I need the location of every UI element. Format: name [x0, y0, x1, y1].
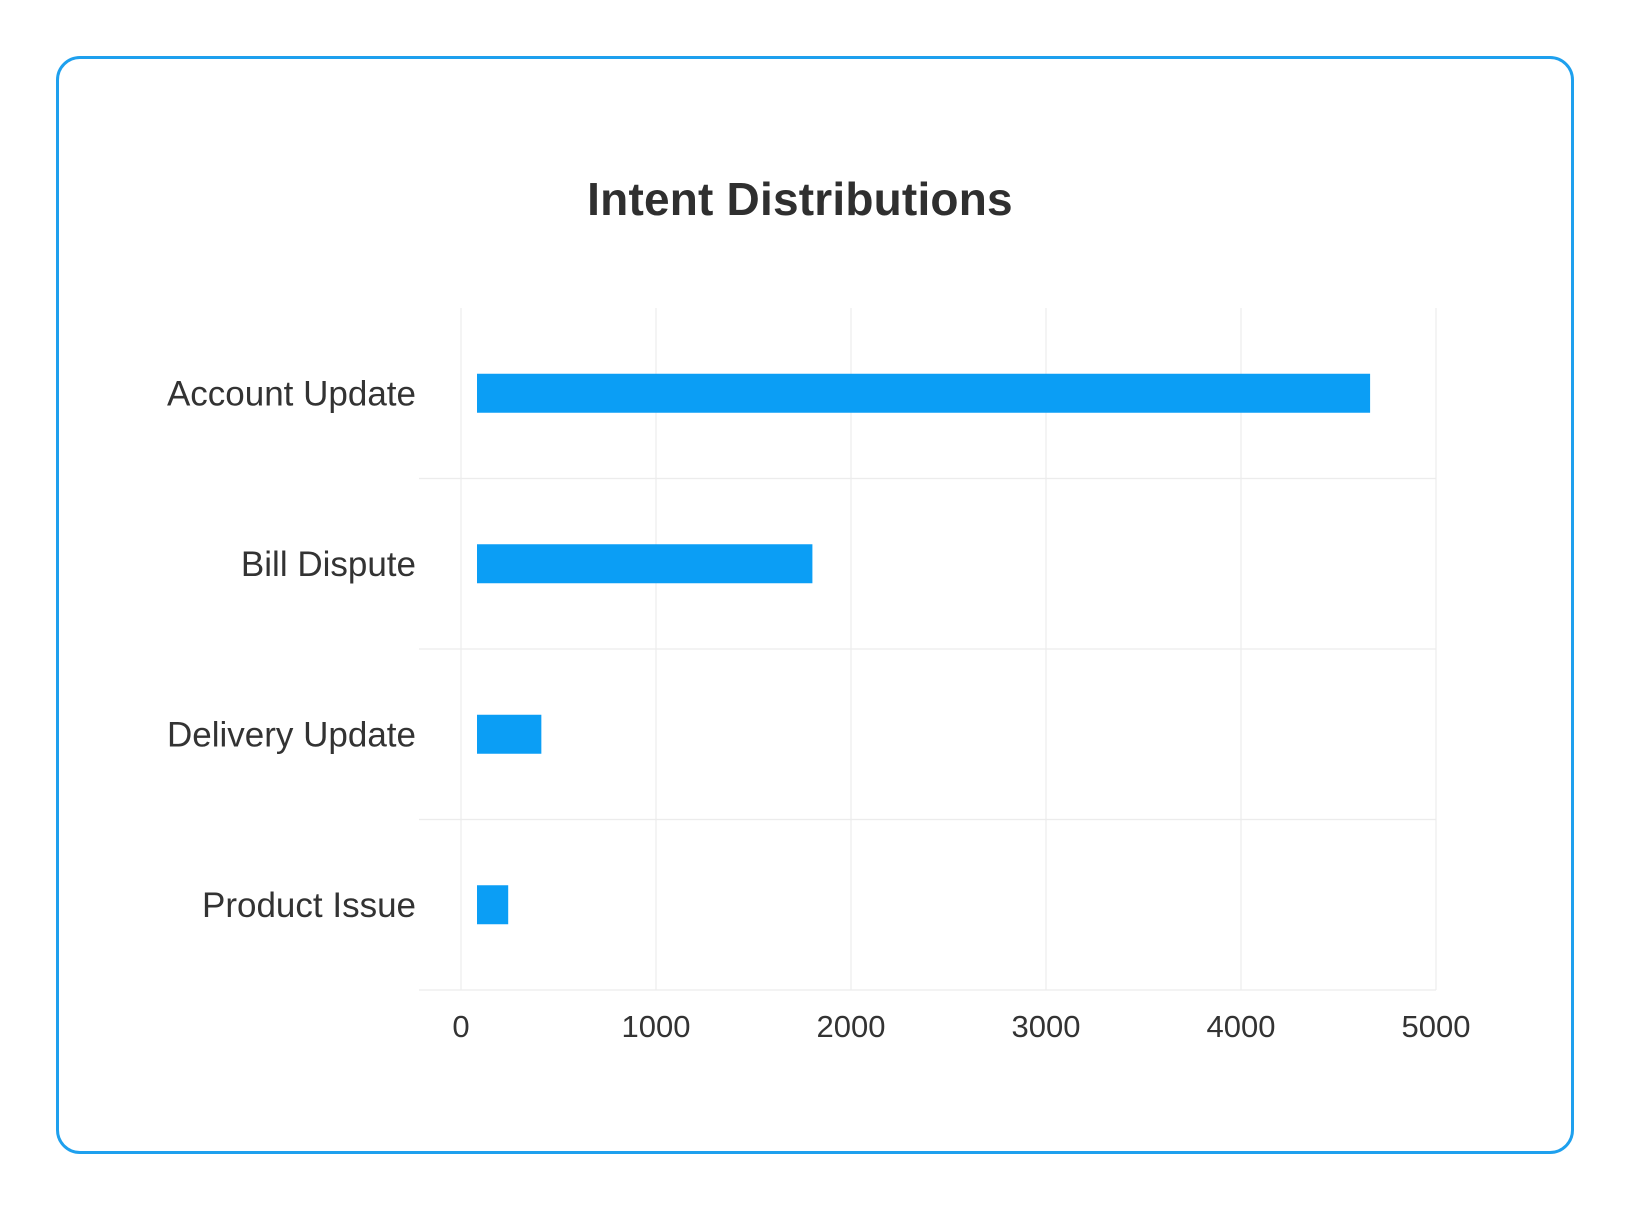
x-tick-label: 5000: [1402, 1009, 1471, 1044]
chart-card: [56, 56, 1574, 1154]
bar: [477, 714, 542, 754]
x-tick-labels: 0 1000 2000 3000 4000 5000: [452, 1009, 1470, 1044]
bar: [477, 373, 1371, 413]
bars: [477, 373, 1371, 925]
x-tick-label: 3000: [1012, 1009, 1081, 1044]
bar: [477, 544, 813, 584]
category-labels: Account Update Bill Dispute Delivery Updat…: [167, 374, 416, 925]
grid: [419, 308, 1437, 991]
category-label: Account Update: [167, 374, 416, 413]
category-label: Delivery Update: [167, 715, 416, 754]
x-tick-label: 0: [452, 1009, 469, 1044]
category-label: Product Issue: [202, 886, 416, 925]
x-tick-label: 2000: [817, 1009, 886, 1044]
chart-title: Intent Distributions: [587, 173, 1013, 225]
x-tick-label: 1000: [622, 1009, 691, 1044]
category-label: Bill Dispute: [241, 545, 416, 584]
bar: [477, 885, 509, 925]
x-tick-label: 4000: [1207, 1009, 1276, 1044]
